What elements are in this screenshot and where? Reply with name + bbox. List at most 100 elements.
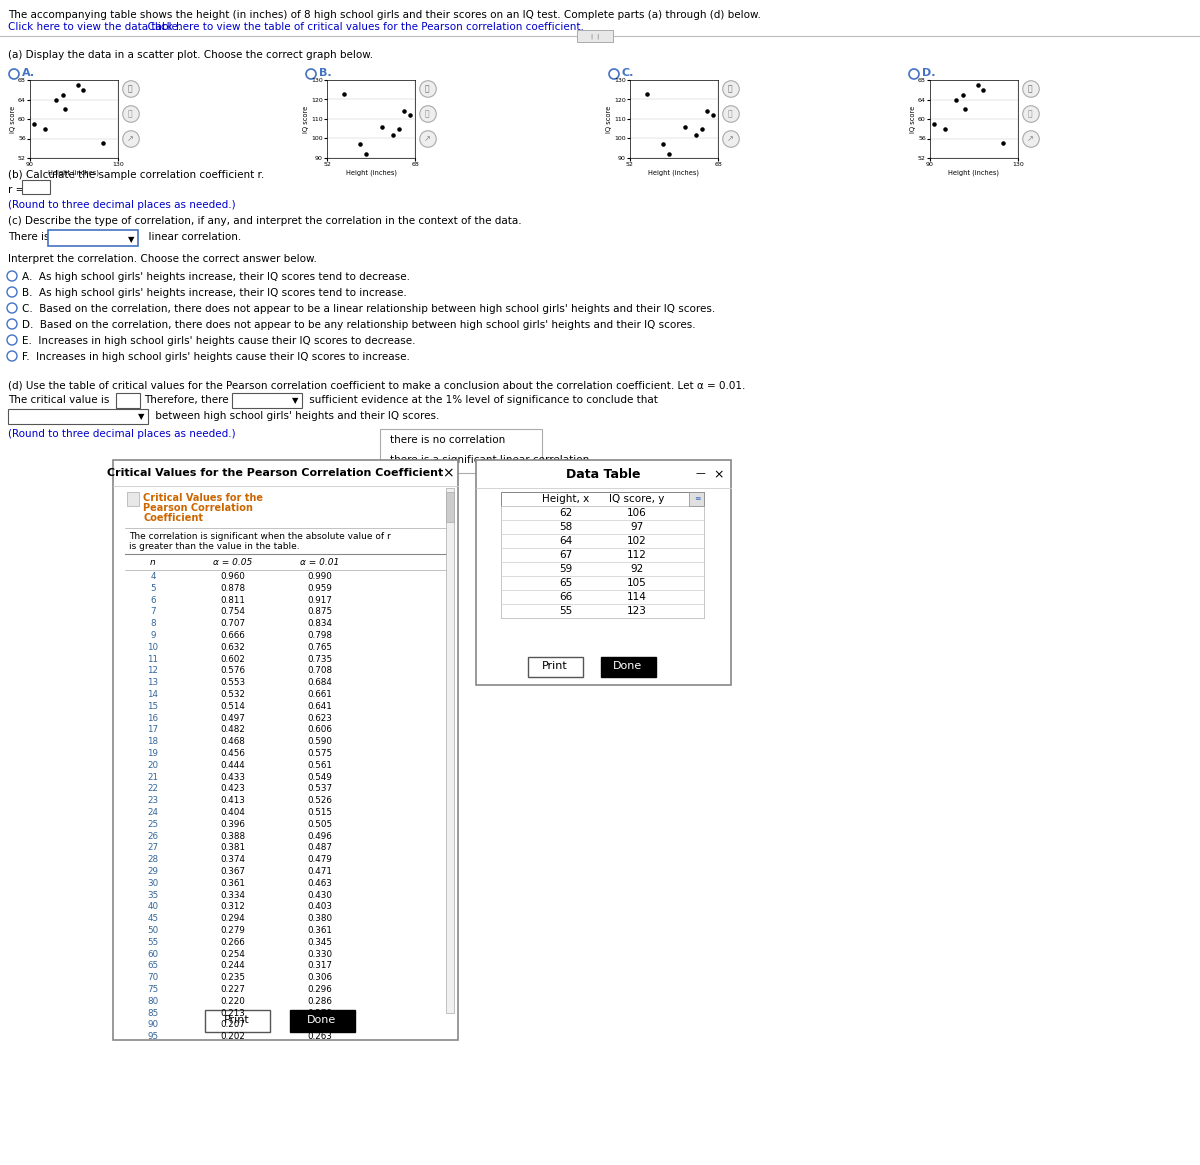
- Text: 114: 114: [628, 592, 647, 602]
- Circle shape: [122, 130, 139, 147]
- Point: [947, 90, 966, 108]
- Text: 0.623: 0.623: [307, 714, 332, 722]
- Text: 0.684: 0.684: [307, 678, 332, 687]
- Text: 26: 26: [148, 832, 158, 841]
- Text: 0.207: 0.207: [221, 1021, 246, 1030]
- Point: [384, 126, 403, 144]
- Text: 80: 80: [148, 997, 158, 1005]
- Text: 0.381: 0.381: [221, 843, 246, 853]
- Text: 0.735: 0.735: [307, 655, 332, 664]
- Text: 35: 35: [148, 890, 158, 899]
- Bar: [476, 460, 731, 685]
- Bar: [113, 460, 458, 1040]
- Point: [400, 106, 419, 125]
- Text: 5: 5: [150, 584, 156, 593]
- Text: 0.278: 0.278: [307, 1009, 332, 1017]
- Text: 🔍: 🔍: [425, 84, 430, 93]
- Circle shape: [1022, 130, 1039, 147]
- Circle shape: [420, 80, 437, 98]
- Bar: [232, 393, 302, 408]
- Text: Therefore, there: Therefore, there: [144, 395, 229, 405]
- Text: 14: 14: [148, 690, 158, 699]
- Text: Critical Values for the: Critical Values for the: [143, 493, 263, 503]
- Bar: [502, 520, 704, 534]
- Text: 🔍: 🔍: [127, 84, 132, 93]
- Text: 112: 112: [628, 550, 647, 560]
- Point: [936, 120, 955, 139]
- Text: ≡: ≡: [694, 494, 700, 503]
- Text: 90: 90: [148, 1021, 158, 1030]
- Text: linear correlation.: linear correlation.: [142, 232, 241, 242]
- Text: 0.514: 0.514: [221, 701, 246, 711]
- Text: 6: 6: [150, 595, 156, 605]
- Bar: [502, 589, 704, 603]
- Text: 67: 67: [559, 550, 572, 560]
- Point: [36, 120, 55, 139]
- Text: Critical Values for the Pearson Correlation Coefficient: Critical Values for the Pearson Correlat…: [107, 468, 444, 478]
- Text: 70: 70: [148, 973, 158, 982]
- Bar: [502, 562, 704, 576]
- Bar: [577, 30, 613, 42]
- Point: [968, 76, 988, 94]
- Text: 0.798: 0.798: [307, 631, 332, 640]
- Text: 59: 59: [559, 564, 572, 574]
- Circle shape: [722, 80, 739, 98]
- Point: [25, 114, 44, 133]
- Text: 0.227: 0.227: [221, 984, 246, 994]
- Bar: [22, 181, 50, 195]
- Text: 0.553: 0.553: [221, 678, 246, 687]
- Text: 0.456: 0.456: [221, 749, 246, 758]
- Circle shape: [122, 106, 139, 122]
- Point: [68, 76, 88, 94]
- Text: 28: 28: [148, 855, 158, 864]
- Text: 16: 16: [148, 714, 158, 722]
- Text: The critical value is: The critical value is: [8, 395, 109, 405]
- Point: [356, 144, 376, 163]
- Text: 17: 17: [148, 726, 158, 734]
- Text: 97: 97: [630, 522, 643, 532]
- Text: 0.374: 0.374: [221, 855, 246, 864]
- Text: (Round to three decimal places as needed.): (Round to three decimal places as needed…: [8, 429, 235, 439]
- Text: 92: 92: [630, 564, 643, 574]
- Text: 0.279: 0.279: [221, 926, 246, 935]
- Text: 15: 15: [148, 701, 158, 711]
- Text: 0.515: 0.515: [307, 809, 332, 817]
- Text: —: —: [696, 468, 706, 478]
- Text: there is a significant linear correlation: there is a significant linear correlatio…: [390, 456, 589, 465]
- Text: A.  As high school girls' heights increase, their IQ scores tend to decrease.: A. As high school girls' heights increas…: [22, 271, 410, 282]
- Text: ▼: ▼: [292, 396, 299, 405]
- Text: 64: 64: [559, 536, 572, 546]
- Circle shape: [420, 130, 437, 147]
- Text: 0.463: 0.463: [307, 878, 332, 888]
- Text: 0.270: 0.270: [307, 1021, 332, 1030]
- Text: 0.430: 0.430: [307, 890, 332, 899]
- Circle shape: [420, 106, 437, 122]
- Text: Done: Done: [307, 1015, 337, 1025]
- Text: 45: 45: [148, 915, 158, 923]
- Text: D.: D.: [922, 68, 936, 78]
- Text: 55: 55: [148, 938, 158, 947]
- Text: Click here to view the table of critical values for the Pearson correlation coef: Click here to view the table of critical…: [142, 22, 584, 31]
- Point: [54, 85, 73, 104]
- Point: [372, 118, 391, 136]
- Text: 24: 24: [148, 809, 158, 817]
- Text: C.  Based on the correlation, there does not appear to be a linear relationship : C. Based on the correlation, there does …: [22, 304, 715, 315]
- Point: [994, 134, 1013, 153]
- Point: [955, 100, 974, 119]
- Text: 4: 4: [150, 572, 156, 581]
- Text: 0.388: 0.388: [221, 832, 246, 841]
- Point: [389, 120, 408, 139]
- Circle shape: [1022, 106, 1039, 122]
- Text: 23: 23: [148, 796, 158, 805]
- Text: 0.875: 0.875: [307, 607, 332, 616]
- Text: 0.606: 0.606: [307, 726, 332, 734]
- Circle shape: [722, 106, 739, 122]
- Text: 0.361: 0.361: [307, 926, 332, 935]
- Text: Click here to view the data table.: Click here to view the data table.: [8, 22, 181, 31]
- Text: 7: 7: [150, 607, 156, 616]
- Text: Height, x: Height, x: [542, 494, 589, 504]
- Text: 65: 65: [559, 578, 572, 588]
- Text: 0.202: 0.202: [221, 1032, 246, 1042]
- Text: 0.917: 0.917: [307, 595, 332, 605]
- Text: 123: 123: [628, 606, 647, 616]
